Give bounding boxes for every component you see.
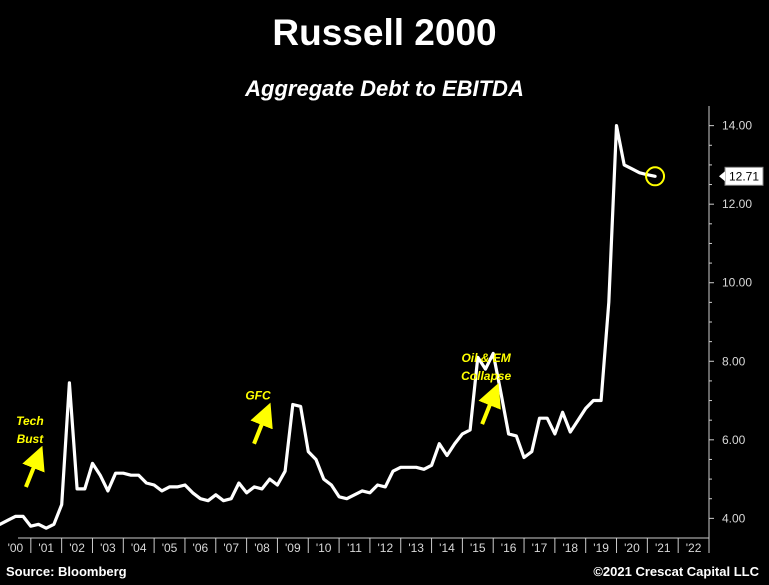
x-tick-label: '06 xyxy=(193,541,209,555)
annotation-text: GFC xyxy=(245,389,271,403)
x-tick-label: '14 xyxy=(439,541,455,555)
y-tick-label: 14.00 xyxy=(722,119,752,133)
annotation-2: Oil & EM Collapse xyxy=(461,351,512,425)
y-tick-label: 6.00 xyxy=(722,433,746,447)
annotation-0: Tech Bust xyxy=(16,414,45,488)
x-tick-label: '01 xyxy=(38,541,54,555)
x-tick-label: '08 xyxy=(254,541,270,555)
y-tick-label: 12.00 xyxy=(722,197,752,211)
x-tick-label: '15 xyxy=(470,541,486,555)
y-tick-label: 4.00 xyxy=(722,511,746,525)
x-tick-label: '21 xyxy=(655,541,671,555)
annotation-arrow xyxy=(250,402,273,445)
x-tick-label: '11 xyxy=(347,541,362,555)
x-tick-label: '02 xyxy=(69,541,85,555)
y-tick-label: 10.00 xyxy=(722,276,752,290)
x-tick-label: '18 xyxy=(562,541,578,555)
x-tick-label: '07 xyxy=(223,541,239,555)
x-tick-label: '22 xyxy=(686,541,702,555)
x-tick-label: '19 xyxy=(593,541,609,555)
x-tick-label: '13 xyxy=(408,541,424,555)
last-value-badge-pointer xyxy=(719,171,725,182)
annotation-text: Bust xyxy=(17,432,45,446)
annotation-arrow xyxy=(22,445,45,488)
x-tick-label: '04 xyxy=(131,541,147,555)
x-tick-label: '10 xyxy=(316,541,332,555)
chart-subtitle: Aggregate Debt to EBITDA xyxy=(245,76,524,101)
last-value-label: 12.71 xyxy=(729,169,759,183)
annotations: Tech Bust GFC Oil & EM Collapse xyxy=(16,166,666,488)
y-tick-label: 8.00 xyxy=(722,354,746,368)
axes: 4.00 6.00 8.00 10.00 12.00 14.00 '00 '01 '02 '03 '… xyxy=(8,106,764,555)
x-tick-label: '20 xyxy=(624,541,640,555)
x-tick-label: '16 xyxy=(501,541,517,555)
x-tick-label: '12 xyxy=(378,541,394,555)
last-value-highlight-circle xyxy=(645,166,666,187)
chart-title: Russell 2000 xyxy=(272,12,497,53)
annotation-text: Collapse xyxy=(461,369,511,383)
annotation-text: Tech xyxy=(16,414,44,428)
x-tick-label: '09 xyxy=(285,541,301,555)
series-line xyxy=(0,123,657,530)
series-line-group xyxy=(0,123,657,530)
x-tick-label: '00 xyxy=(8,541,24,555)
x-tick-label: '05 xyxy=(162,541,178,555)
x-tick-label: '03 xyxy=(100,541,116,555)
annotation-1: GFC xyxy=(245,389,273,445)
annotation-text: Oil & EM xyxy=(461,351,511,365)
source-note: Source: Bloomberg xyxy=(6,564,127,579)
copyright-note: ©2021 Crescat Capital LLC xyxy=(593,564,759,579)
x-tick-label: '17 xyxy=(532,541,548,555)
annotation-arrow xyxy=(478,382,501,425)
